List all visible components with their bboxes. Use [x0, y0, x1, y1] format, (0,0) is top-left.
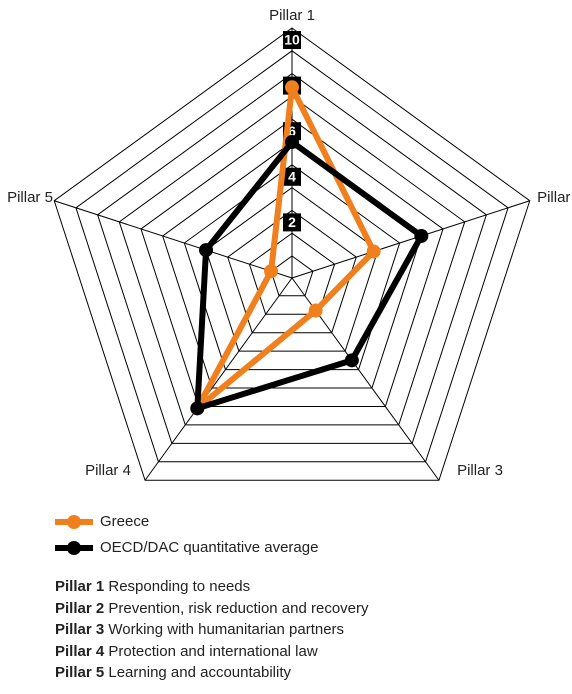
data-point: [414, 228, 429, 243]
axis-label: Pillar 5: [7, 189, 53, 206]
ring: [183, 164, 401, 371]
note-text: Working with humanitarian partners: [108, 621, 345, 639]
axis-label: Pillar 1: [269, 7, 315, 24]
y-tick-label: 6: [288, 123, 296, 139]
data-point: [366, 244, 381, 259]
note-label: Pillar 4: [55, 642, 105, 660]
pillar-note: Pillar 2 Prevention, risk reduction and …: [55, 600, 369, 617]
legend-swatch-dot: [67, 541, 81, 555]
ring: [205, 186, 379, 352]
y-tick-label: 2: [288, 214, 296, 230]
ring: [118, 95, 466, 426]
legend-label: Greece: [100, 513, 149, 530]
y-tick-label: 10: [284, 32, 300, 48]
ring: [248, 232, 336, 315]
legend-label: OECD/DAC quantitative average: [100, 539, 318, 556]
tick-mark: [283, 213, 301, 232]
pillar-note: Pillar 3 Working with humanitarian partn…: [55, 621, 344, 638]
data-point: [285, 135, 299, 149]
ring: [97, 72, 487, 444]
spoke: [54, 200, 293, 279]
spoke: [291, 200, 530, 279]
note-text: Protection and international law: [108, 642, 318, 660]
tick-mark: [283, 31, 301, 49]
note-label: Pillar 2: [55, 599, 105, 617]
axis-label: Pillar 3: [457, 462, 503, 479]
pillar-note: Pillar 5 Learning and accountability: [55, 664, 291, 681]
ring: [75, 50, 509, 463]
data-point: [190, 401, 205, 416]
pillar-note: Pillar 1 Responding to needs: [55, 578, 250, 595]
pillar-note: Pillar 4 Protection and international la…: [55, 643, 318, 660]
series-line: [194, 84, 377, 412]
data-point: [264, 264, 279, 279]
data-point: [285, 80, 299, 95]
note-text: Prevention, risk reduction and recovery: [108, 599, 369, 617]
note-text: Learning and accountability: [108, 664, 292, 682]
data-point: [344, 353, 359, 368]
note-text: Responding to needs: [108, 578, 251, 595]
note-label: Pillar 3: [55, 621, 105, 639]
y-tick-label: 4: [288, 169, 296, 185]
legend-swatch-dot: [67, 515, 81, 529]
data-point: [308, 303, 323, 318]
note-label: Pillar 5: [55, 664, 105, 682]
axis-label: Pillar 2: [537, 189, 572, 206]
series-line: [194, 139, 425, 412]
note-label: Pillar 1: [55, 578, 105, 595]
ring: [140, 118, 444, 407]
ring: [53, 27, 531, 481]
axis-label: Pillar 4: [85, 462, 131, 479]
tick-mark: [283, 167, 301, 186]
data-point: [199, 243, 214, 258]
spoke: [144, 277, 293, 481]
